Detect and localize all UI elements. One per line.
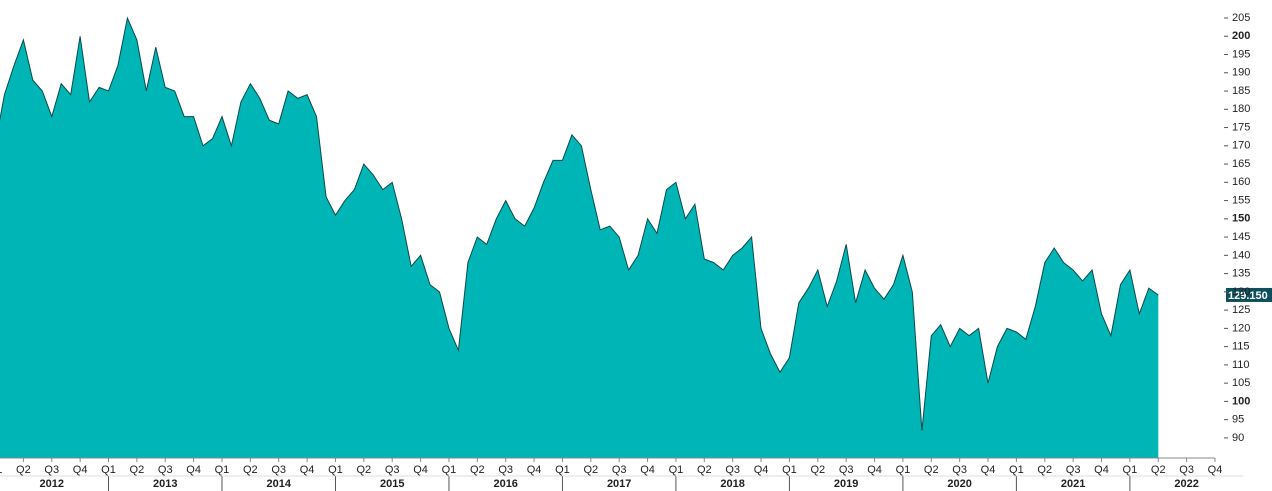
y-tick-label: 150 [1232, 213, 1250, 225]
x-tick-label: Q4 [867, 464, 882, 476]
x-tick-label: Q1 [442, 464, 457, 476]
y-tick-label: 105 [1232, 377, 1250, 389]
x-tick-label: Q2 [583, 464, 598, 476]
x-tick-label: Q2 [1037, 464, 1052, 476]
x-tick-label: Q2 [697, 464, 712, 476]
y-tick-label: 115 [1232, 341, 1250, 353]
x-tick-label: Q3 [839, 464, 854, 476]
x-tick-label: Q4 [1094, 464, 1109, 476]
x-tick-label: Q2 [356, 464, 371, 476]
year-label: 2022 [1174, 478, 1198, 490]
y-tick-label: 160 [1232, 176, 1250, 188]
x-tick-label: Q1 [1009, 464, 1024, 476]
year-label: 2018 [720, 478, 744, 490]
x-tick-label: Q1 [101, 464, 116, 476]
y-tick-label: 205 [1232, 12, 1250, 24]
x-tick-label: Q3 [612, 464, 627, 476]
x-tick-label: Q4 [527, 464, 542, 476]
year-label: 2021 [1061, 478, 1085, 490]
year-label: 2013 [153, 478, 177, 490]
price-area [0, 18, 1159, 458]
year-label: 2014 [266, 478, 291, 490]
year-label: 2017 [607, 478, 631, 490]
y-tick-label: 195 [1232, 48, 1250, 60]
x-tick-label: Q2 [1151, 464, 1166, 476]
y-tick-label: 120 [1232, 322, 1250, 334]
x-tick-label: Q3 [1179, 464, 1194, 476]
x-tick-label: Q2 [16, 464, 31, 476]
x-tick-label: Q4 [754, 464, 769, 476]
x-tick-label: Q3 [498, 464, 513, 476]
y-tick-label: 110 [1232, 359, 1250, 371]
x-tick-label: Q3 [725, 464, 740, 476]
y-tick-label: 145 [1232, 231, 1250, 243]
x-tick-label: Q1 [782, 464, 797, 476]
x-tick-label: Q4 [413, 464, 428, 476]
x-tick-label: Q2 [130, 464, 145, 476]
y-tick-label: 95 [1232, 414, 1244, 426]
y-tick-label: 180 [1232, 103, 1250, 115]
x-tick-label: Q1 [328, 464, 343, 476]
x-tick-label: Q3 [385, 464, 400, 476]
x-tick-label: Q4 [640, 464, 655, 476]
y-tick-label: 200 [1232, 30, 1250, 42]
y-tick-label: 170 [1232, 140, 1250, 152]
y-tick-label: 175 [1232, 121, 1250, 133]
y-tick-label: 125 [1232, 304, 1250, 316]
x-tick-label: Q1 [669, 464, 684, 476]
y-tick-label: 90 [1232, 432, 1244, 444]
y-tick-label: 140 [1232, 249, 1250, 261]
x-tick-label: Q1 [0, 464, 2, 476]
year-label: 2016 [493, 478, 517, 490]
y-tick-label: 155 [1232, 194, 1250, 206]
last-value-box [1226, 287, 1272, 302]
x-tick-label: Q4 [981, 464, 996, 476]
x-tick-label: Q1 [1123, 464, 1138, 476]
y-tick-label: 100 [1232, 395, 1250, 407]
x-tick-label: Q4 [73, 464, 88, 476]
x-tick-label: Q4 [186, 464, 201, 476]
x-tick-label: Q2 [470, 464, 485, 476]
y-tick-label: 135 [1232, 268, 1250, 280]
year-label: 2012 [40, 478, 64, 490]
x-tick-label: Q1 [896, 464, 911, 476]
x-tick-label: Q2 [924, 464, 939, 476]
y-tick-label: 190 [1232, 67, 1250, 79]
year-label: 2015 [380, 478, 404, 490]
x-tick-label: Q2 [810, 464, 825, 476]
x-tick-label: Q1 [555, 464, 570, 476]
y-tick-label: 165 [1232, 158, 1250, 170]
price-line [0, 16, 1159, 431]
x-tick-label: Q3 [158, 464, 173, 476]
x-tick-label: Q3 [44, 464, 59, 476]
x-tick-label: Q3 [271, 464, 286, 476]
x-tick-label: Q2 [243, 464, 258, 476]
x-tick-label: Q4 [300, 464, 315, 476]
y-tick-label: 130 [1232, 286, 1250, 298]
year-label: 2020 [947, 478, 971, 490]
x-tick-label: Q1 [215, 464, 230, 476]
year-label: 2019 [834, 478, 858, 490]
y-tick-label: 185 [1232, 85, 1250, 97]
x-tick-label: Q3 [1066, 464, 1081, 476]
x-tick-label: Q3 [952, 464, 967, 476]
last-value-label: 129.150 [1228, 290, 1268, 302]
x-tick-label: Q4 [1208, 464, 1223, 476]
